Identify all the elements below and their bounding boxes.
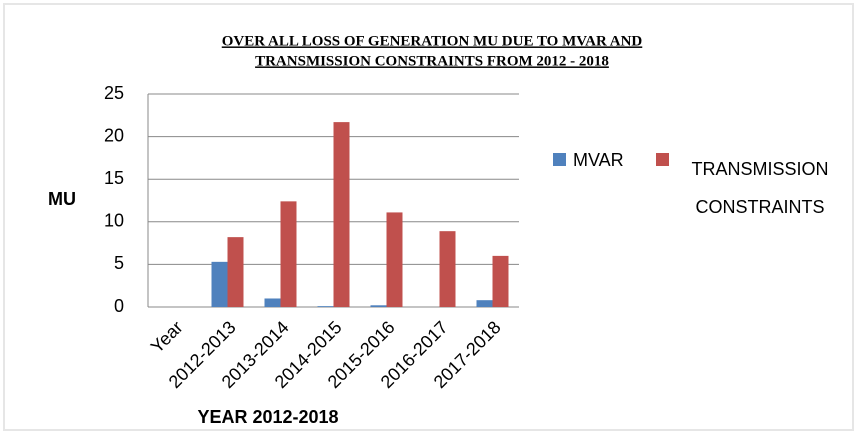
- bar: [333, 122, 350, 307]
- bar: [211, 261, 228, 307]
- bar: [227, 237, 244, 307]
- legend-label: MVAR: [573, 150, 624, 170]
- legend-swatch: [553, 153, 566, 166]
- bar: [370, 305, 387, 307]
- frame: [3, 3, 854, 431]
- x-tick-label: Year: [147, 317, 187, 357]
- bar: [280, 201, 297, 307]
- chart-title: TRANSMISSION CONSTRAINTS FROM 2012 - 201…: [255, 53, 609, 69]
- bar: [386, 212, 403, 307]
- y-tick-label: 5: [114, 253, 124, 273]
- bar: [476, 300, 493, 307]
- y-tick-label: 15: [104, 168, 124, 188]
- bar: [492, 255, 509, 307]
- y-axis-label: MU: [48, 189, 76, 209]
- y-tick-label: 20: [104, 125, 124, 145]
- y-tick-label: 25: [104, 83, 124, 103]
- chart-title: OVER ALL LOSS OF GENERATION MU DUE TO MV…: [222, 33, 643, 49]
- legend-label: TRANSMISSION CONSTRAINTS: [691, 159, 829, 217]
- legend-swatch: [656, 153, 669, 166]
- y-tick-label: 10: [104, 211, 124, 231]
- bar: [317, 306, 334, 307]
- bar: [439, 231, 456, 307]
- bar: [264, 298, 281, 307]
- y-tick-label: 0: [114, 296, 124, 316]
- x-axis-label: YEAR 2012-2018: [197, 407, 338, 427]
